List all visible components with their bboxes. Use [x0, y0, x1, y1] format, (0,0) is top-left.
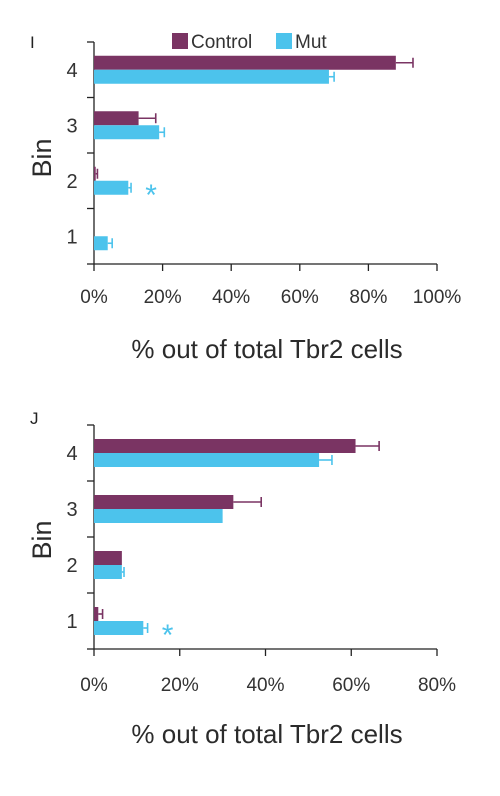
bar-mut-bin-3	[94, 509, 223, 523]
bar-control-bin-3	[94, 495, 234, 509]
bar-control-bin-4	[94, 55, 396, 70]
y-axis-title-j: Bin	[27, 520, 57, 559]
panel-label-i: I	[30, 33, 35, 52]
chart-panel-i: 0% 20% 40% 60% 80% 100% 4 3 2 1 *	[66, 41, 462, 308]
bar-control-bin-2	[94, 551, 122, 565]
x-tick-label: 60%	[332, 675, 370, 696]
chart-panel-j: 0% 20% 40% 60% 80% 4 3 2 1 *	[66, 424, 456, 696]
x-tick-label: 80%	[418, 675, 456, 696]
bar-mut-bin-2	[94, 565, 122, 579]
x-tick-label: 20%	[144, 287, 182, 308]
y-axis-title-i: Bin	[27, 138, 57, 177]
y-tick-label: 3	[66, 115, 77, 137]
x-axis-title-i: % out of total Tbr2 cells	[131, 334, 402, 364]
y-tick-label: 1	[66, 611, 77, 633]
y-tick-label: 3	[66, 499, 77, 521]
y-tick-label: 2	[66, 555, 77, 577]
bar-control-bin-3	[94, 111, 139, 126]
y-tick-label: 4	[66, 443, 77, 465]
y-tick-label: 2	[66, 171, 77, 193]
bar-control-bin-1	[94, 607, 99, 621]
x-tick-label: 40%	[246, 675, 284, 696]
legend-swatch-control	[172, 33, 188, 49]
bar-control-bin-4	[94, 439, 356, 453]
legend-swatch-mut	[276, 33, 292, 49]
bar-mut-bin-3	[94, 125, 160, 140]
y-tick-label: 1	[66, 226, 77, 248]
x-axis-title-j: % out of total Tbr2 cells	[131, 719, 402, 749]
bar-mut-bin-4	[94, 453, 320, 467]
legend: Control Mut	[172, 32, 327, 53]
x-tick-label: 40%	[212, 287, 250, 308]
x-tick-label: 0%	[80, 675, 108, 696]
bar-mut-bin-1	[94, 621, 144, 635]
legend-label-mut: Mut	[295, 32, 327, 53]
x-tick-label: 100%	[413, 287, 462, 308]
panel-label-j: J	[30, 409, 39, 428]
bar-mut-bin-1	[94, 236, 108, 251]
y-tick-label: 4	[66, 60, 77, 82]
significance-asterisk: *	[162, 619, 174, 652]
bar-control-bin-2	[94, 166, 96, 181]
x-tick-label: 80%	[349, 287, 387, 308]
x-tick-label: 60%	[281, 287, 319, 308]
x-tick-label: 0%	[80, 287, 108, 308]
bar-mut-bin-2	[94, 180, 129, 195]
x-tick-label: 20%	[161, 675, 199, 696]
bar-mut-bin-4	[94, 69, 329, 84]
significance-asterisk: *	[145, 179, 157, 212]
legend-label-control: Control	[191, 32, 252, 53]
